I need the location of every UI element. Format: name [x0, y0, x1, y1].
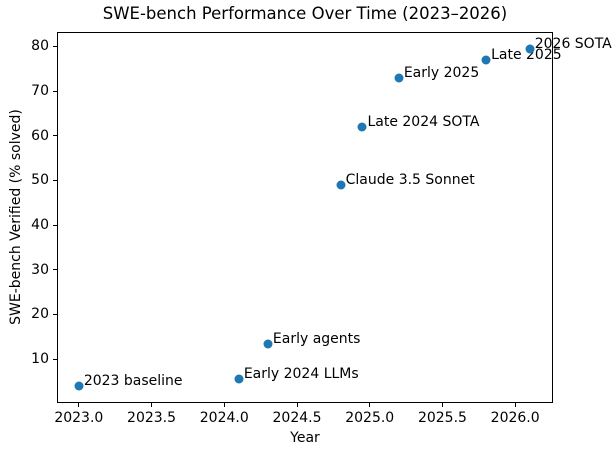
x-axis-title: Year — [290, 430, 320, 446]
y-axis-tick — [53, 90, 57, 92]
data-point — [263, 339, 273, 349]
y-axis-tick — [53, 269, 57, 271]
x-axis-tick-label: 2024.5 — [272, 410, 322, 426]
y-axis-tick — [53, 45, 57, 47]
data-point-label: Early 2024 LLMs — [243, 366, 359, 383]
y-axis-tick-label: 20 — [31, 306, 49, 323]
data-point-label: 2026 SOTA — [534, 35, 612, 52]
y-axis-tick-label: 10 — [31, 351, 49, 368]
x-axis-tick-label: 2024.0 — [199, 410, 249, 426]
data-point — [74, 381, 84, 391]
y-axis-tick-label: 80 — [31, 38, 49, 55]
x-axis-tick — [78, 403, 80, 407]
y-axis-tick-label: 40 — [31, 217, 49, 234]
y-axis-tick-label: 70 — [31, 83, 49, 99]
data-point-label: Late 2024 SOTA — [367, 113, 480, 130]
data-point — [394, 73, 404, 83]
y-axis-tick — [53, 224, 57, 226]
y-axis-tick — [53, 135, 57, 137]
x-axis-tick-label: 2023.0 — [54, 410, 104, 426]
data-point-label: 2023 baseline — [83, 373, 183, 389]
data-point-label: Early agents — [272, 330, 361, 347]
data-point — [357, 122, 367, 132]
x-axis-tick-label: 2023.5 — [127, 410, 177, 426]
data-point — [525, 44, 535, 54]
data-point-label: Claude 3.5 Sonnet — [345, 171, 475, 188]
plot-area — [57, 32, 553, 403]
x-axis-tick — [514, 403, 516, 407]
y-axis-tick-label: 50 — [31, 172, 49, 189]
x-axis-tick — [296, 403, 298, 407]
y-axis-tick-label: 60 — [31, 127, 49, 144]
x-axis-tick — [369, 403, 371, 407]
x-axis-tick — [151, 403, 153, 407]
data-point-label: Early 2025 — [403, 64, 480, 81]
data-point-label: Late 2025 — [491, 46, 562, 63]
data-point — [481, 55, 491, 65]
x-axis-tick-label: 2026.0 — [490, 410, 540, 426]
y-axis-tick — [53, 313, 57, 315]
x-axis-tick — [441, 403, 443, 407]
y-axis-title: SWE-bench Verified (% solved) — [8, 109, 24, 325]
y-axis-tick-label: 30 — [31, 261, 49, 278]
x-axis-tick-label: 2025.0 — [345, 410, 395, 426]
x-axis-tick — [223, 403, 225, 407]
y-axis-tick — [53, 358, 57, 360]
y-axis-tick — [53, 179, 57, 181]
data-point — [336, 180, 346, 190]
chart-title: SWE-bench Performance Over Time (2023–20… — [102, 4, 508, 23]
data-point — [234, 374, 244, 384]
x-axis-tick-label: 2025.5 — [417, 410, 467, 426]
